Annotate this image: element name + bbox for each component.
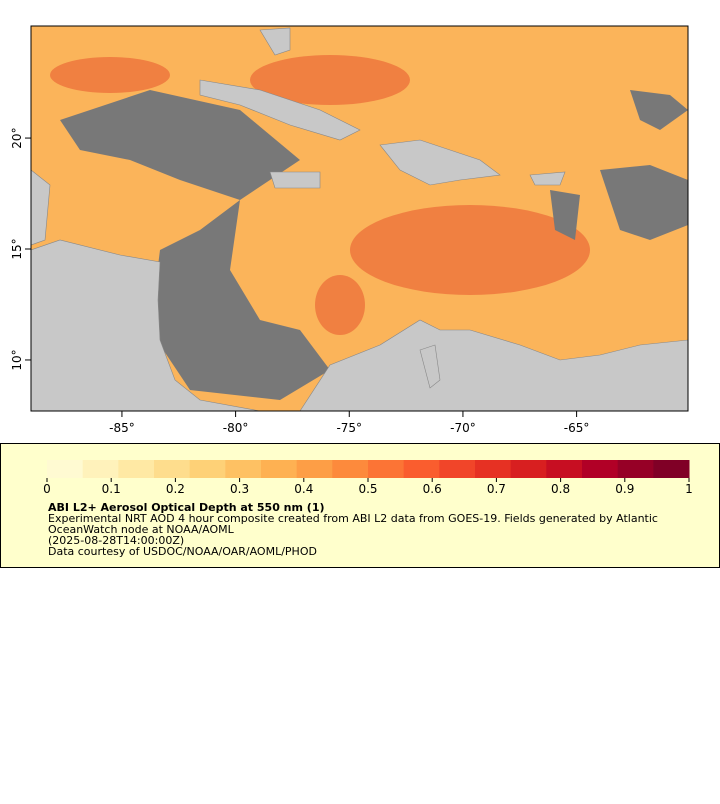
map — [31, 26, 688, 411]
colorbar-tick-label: 0.2 — [166, 482, 185, 496]
axes: -85° -80° -75° -70° -65° 10° 15° 20° — [10, 127, 589, 435]
y-tick-label: 10° — [10, 349, 24, 370]
colorbar-step — [653, 460, 690, 478]
x-tick-label: -65° — [564, 421, 590, 435]
colorbar-step — [82, 460, 119, 478]
x-tick-label: -85° — [109, 421, 135, 435]
colorbar-step — [475, 460, 512, 478]
colorbar-tick-label: 0.7 — [487, 482, 506, 496]
colorbar-tick-label: 0.8 — [551, 482, 570, 496]
colorbar-step — [332, 460, 369, 478]
colorbar-step — [47, 460, 84, 478]
legend-line: OceanWatch node at NOAA/AOML — [48, 523, 235, 536]
colorbar-tick-label: 0.5 — [358, 482, 377, 496]
land — [31, 27, 688, 411]
legend-line: (2025-08-28T14:00:00Z) — [48, 534, 184, 547]
colorbar-step — [225, 460, 262, 478]
colorbar-step — [546, 460, 583, 478]
colorbar-step — [189, 460, 226, 478]
colorbar-step — [154, 460, 191, 478]
colorbar-step — [261, 460, 298, 478]
high-aod-area — [50, 55, 590, 335]
map-frame — [30, 25, 689, 412]
x-tick-label: -80° — [223, 421, 249, 435]
colorbar-step — [296, 460, 333, 478]
colorbar-tick-label: 0 — [43, 482, 51, 496]
colorbar-tick-label: 1 — [685, 482, 693, 496]
y-tick-label: 20° — [10, 127, 24, 148]
colorbar-step — [118, 460, 155, 478]
legend-line: Data courtesy of USDOC/NOAA/OAR/AOML/PHO… — [48, 545, 317, 558]
legend-title: ABI L2+ Aerosol Optical Depth at 550 nm … — [48, 501, 325, 514]
colorbar-step — [368, 460, 405, 478]
colorbar-tick-label: 0.4 — [294, 482, 313, 496]
colorbar-step — [403, 460, 440, 478]
colorbar-step — [510, 460, 547, 478]
x-tick-label: -70° — [450, 421, 476, 435]
colorbar: 0 0.1 0.2 0.3 0.4 0.5 0.6 0.7 0.8 0.9 1 — [43, 460, 693, 496]
x-tick-label: -75° — [336, 421, 362, 435]
legend-line: Experimental NRT AOD 4 hour composite cr… — [48, 512, 658, 525]
y-tick-label: 15° — [10, 238, 24, 259]
colorbar-tick-label: 0.3 — [230, 482, 249, 496]
colorbar-tick-label: 0.1 — [102, 482, 121, 496]
colorbar-tick-label: 0.6 — [423, 482, 442, 496]
colorbar-step — [582, 460, 619, 478]
legend-text: Experimental NRT AOD 4 hour composite cr… — [48, 512, 658, 558]
colorbar-step — [617, 460, 654, 478]
colorbar-step — [439, 460, 476, 478]
colorbar-tick-label: 0.9 — [615, 482, 634, 496]
